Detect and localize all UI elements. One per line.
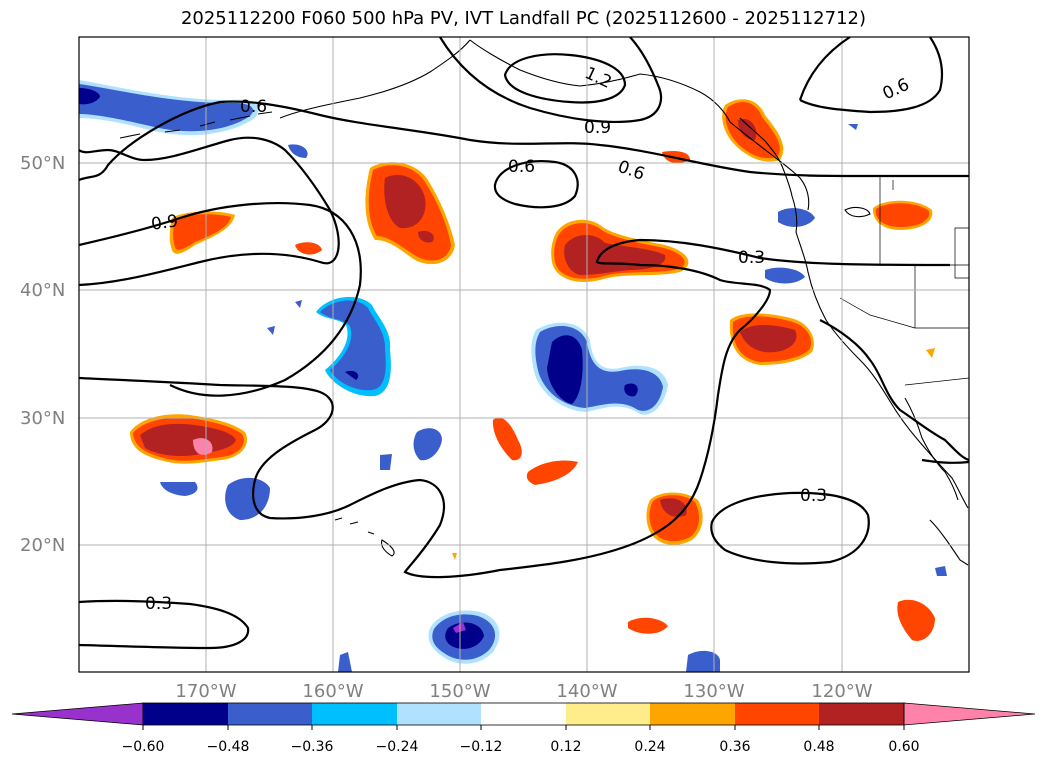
colorbar-tick-1: −0.60 (122, 739, 165, 755)
lon-label-130w: 130°W (683, 681, 744, 702)
colorbar-extend-right (903, 702, 1036, 726)
colorbar-bin-9 (819, 703, 904, 725)
map-frame (78, 36, 970, 673)
baja (904, 397, 959, 501)
colorbar-bin-2 (228, 703, 312, 725)
colorbar-tick-9: 0.48 (803, 739, 834, 755)
lon-label-120w: 120°W (811, 681, 872, 702)
lat-label-20: 20°N (20, 535, 65, 556)
contour-label-5: 0.6 (615, 157, 647, 185)
colorbar-bin-7 (650, 703, 735, 725)
colorbar-tick-2: −0.48 (207, 739, 250, 755)
colorbar-tick-3: −0.36 (291, 739, 334, 755)
contour-0-9-west (79, 201, 362, 397)
us-west-coast (795, 231, 969, 509)
hawaii (334, 517, 395, 557)
colorbar-bin-4 (397, 703, 481, 725)
contour-0-6-mid (79, 136, 340, 287)
contour-0-3-big (79, 238, 951, 579)
contour-1-2 (503, 53, 627, 104)
colorbar-tick-4: −0.24 (376, 739, 419, 755)
lon-label-150w: 150°W (429, 681, 490, 702)
colorbar-tick-5: −0.12 (460, 739, 503, 755)
colorbar: −0.60 −0.48 −0.36 −0.24 −0.12 0.12 0.24 … (11, 702, 1036, 755)
coastlines (119, 39, 969, 566)
contour-label-8: 0.3 (738, 248, 765, 268)
bc-coast (739, 117, 798, 233)
colorbar-bin-8 (735, 703, 819, 725)
contour-label-10: 0.3 (145, 594, 172, 614)
lat-label-30: 30°N (20, 408, 65, 429)
colorbar-bin-1 (143, 703, 228, 725)
contour-0-3-coast (819, 319, 969, 464)
colorbar-tick-marks (142, 725, 905, 730)
lon-label-160w: 160°W (302, 681, 363, 702)
lon-label-170w: 170°W (175, 681, 236, 702)
contour-label-7: 0.9 (150, 211, 180, 235)
lat-label-40: 40°N (20, 280, 65, 301)
contour-0-9-north (439, 37, 663, 124)
aleutians (119, 111, 273, 139)
contour-label-9: 0.3 (800, 486, 827, 506)
pv-contours (79, 37, 969, 650)
colorbar-tick-6: 0.12 (550, 739, 581, 755)
contour-label-4: 0.6 (508, 157, 535, 177)
contour-0-3-sw (79, 599, 250, 650)
positive-anomaly-regions (130, 99, 935, 641)
colorbar-frame (142, 702, 905, 726)
contour-label-3: 0.9 (584, 118, 611, 138)
map-title: 2025112200 F060 500 hPa PV, IVT Landfall… (180, 8, 867, 29)
colorbar-tick-7: 0.24 (634, 739, 665, 755)
islands-bc (844, 206, 871, 218)
contour-0-6-north (79, 100, 969, 182)
contour-0-6-ne (798, 37, 944, 114)
mexico-west (929, 519, 969, 566)
alaska-coast (279, 39, 810, 211)
colorbar-bin-6 (566, 703, 650, 725)
lat-label-50: 50°N (20, 153, 65, 174)
longitude-labels: 170°W 160°W 150°W 140°W 130°W 120°W (175, 681, 872, 702)
negative-anomaly-regions (79, 80, 947, 672)
colorbar-tick-10: 0.60 (888, 739, 919, 755)
colorbar-bin-3 (312, 703, 397, 725)
colorbar-bin-5 (481, 703, 566, 725)
contour-label-6: 0.6 (880, 75, 913, 105)
lon-label-140w: 140°W (556, 681, 617, 702)
colorbar-tick-8: 0.36 (719, 739, 750, 755)
neg-region-sw (225, 477, 270, 520)
colorbar-extend-left (11, 702, 144, 726)
latitude-labels: 50°N 40°N 30°N 20°N (20, 153, 65, 556)
map-area: 0.6 1.2 0.9 0.6 0.6 0.6 0.9 0.3 0.3 0.3 (79, 37, 969, 672)
contour-label-1: 0.6 (240, 97, 267, 117)
contour-0-3-se (710, 491, 870, 565)
contour-0-6-small (493, 160, 579, 209)
